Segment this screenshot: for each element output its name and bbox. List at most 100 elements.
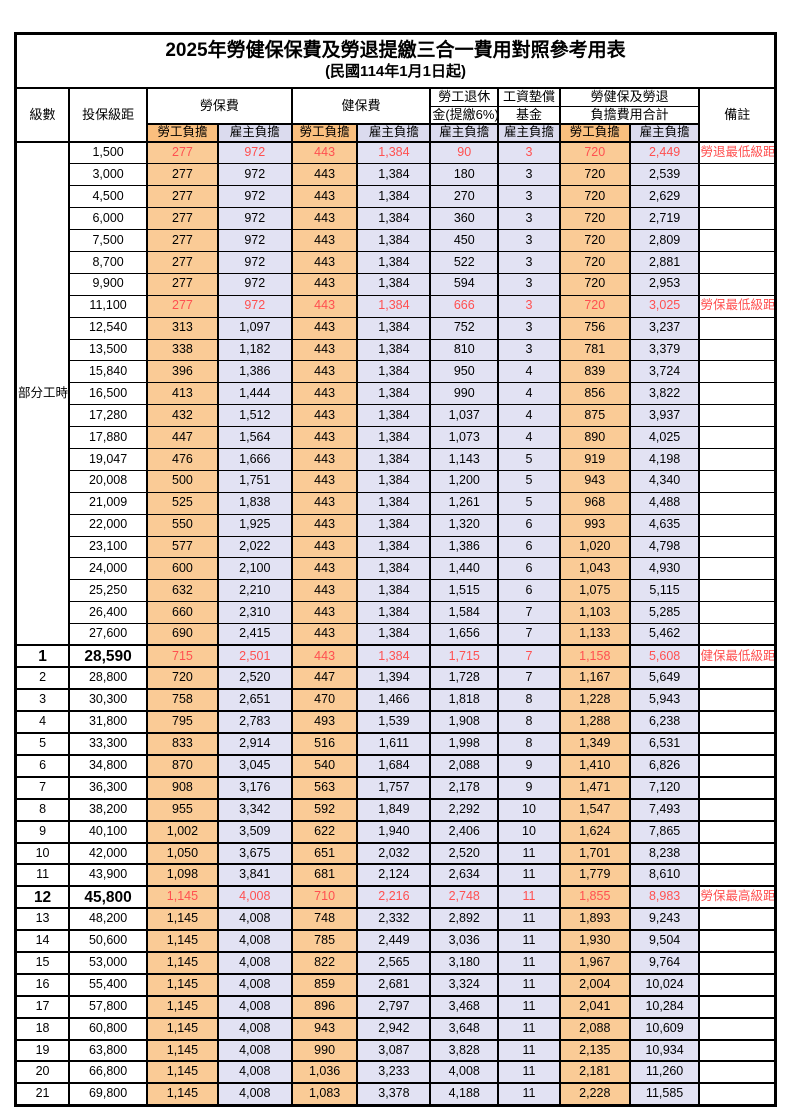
note-cell <box>698 1082 777 1107</box>
note-cell <box>698 753 777 778</box>
fee-cell-pension-employer: 990 <box>429 382 500 406</box>
fee-cell-total-employee: 781 <box>558 338 631 362</box>
note-cell <box>698 535 777 559</box>
fee-cell-total-employee: 1,020 <box>558 535 631 559</box>
fee-cell-wage-fund-employer: 4 <box>497 360 561 384</box>
fee-cell-total-employee: 1,779 <box>558 863 631 888</box>
fee-cell-labor-employer: 972 <box>216 185 293 209</box>
fee-cell-labor-employee: 277 <box>146 141 219 165</box>
level-cell: 8 <box>14 797 71 822</box>
note-cell <box>698 404 777 428</box>
insured-bracket-cell: 33,300 <box>68 732 149 756</box>
level-cell: 6 <box>14 753 71 778</box>
note-cell <box>698 491 777 515</box>
fee-cell-labor-employee: 795 <box>146 710 219 735</box>
fee-cell-wage-fund-employer: 3 <box>497 294 561 318</box>
fee-cell-labor-employer: 1,097 <box>216 316 293 340</box>
fee-cell-labor-employee: 313 <box>146 316 219 340</box>
fee-cell-wage-fund-employer: 6 <box>497 513 561 537</box>
fee-cell-total-employer: 6,238 <box>628 710 701 735</box>
fee-cell-pension-employer: 180 <box>429 163 500 187</box>
fee-cell-total-employee: 1,855 <box>558 885 631 910</box>
fee-cell-wage-fund-employer: 3 <box>497 316 561 340</box>
table-row: 5 33,300 833 2,914 516 1,611 1,998 8 1,349 6,531 <box>14 732 777 756</box>
fee-cell-pension-employer: 2,634 <box>429 863 500 888</box>
table-row: 19,047 476 1,666 443 1,384 1,143 5 919 4,198 <box>16 447 777 471</box>
fee-cell-total-employer: 8,610 <box>628 863 701 888</box>
fee-cell-total-employer: 4,198 <box>628 447 701 471</box>
fee-cell-total-employer: 7,493 <box>628 797 701 822</box>
fee-cell-total-employer: 8,983 <box>628 885 701 910</box>
fee-cell-labor-employer: 2,914 <box>216 732 293 756</box>
fee-cell-total-employer: 6,826 <box>628 753 701 778</box>
fee-cell-wage-fund-employer: 4 <box>497 404 561 428</box>
fee-cell-total-employee: 720 <box>558 272 631 296</box>
fee-cell-health-employee: 896 <box>290 994 359 1019</box>
table-row: 16 55,400 1,145 4,008 859 2,681 3,324 11 2,004 10… <box>14 972 777 997</box>
fee-cell-health-employer: 1,539 <box>356 710 432 735</box>
fee-cell-health-employee: 493 <box>290 710 359 735</box>
table-row: 13 48,200 1,145 4,008 748 2,332 2,892 11 1,893 9,… <box>14 907 777 932</box>
fee-cell-wage-fund-employer: 6 <box>497 557 561 581</box>
fee-cell-health-employer: 2,332 <box>356 907 432 932</box>
fee-cell-wage-fund-employer: 9 <box>497 753 561 778</box>
fee-cell-pension-employer: 2,292 <box>429 797 500 822</box>
fee-cell-wage-fund-employer: 11 <box>497 885 561 910</box>
fee-cell-labor-employee: 870 <box>146 753 219 778</box>
fee-cell-health-employer: 1,384 <box>356 141 432 165</box>
fee-cell-labor-employer: 4,008 <box>216 950 293 975</box>
fee-cell-wage-fund-employer: 8 <box>497 710 561 735</box>
fee-cell-total-employer: 2,881 <box>628 250 701 274</box>
fee-cell-labor-employee: 1,145 <box>146 885 219 910</box>
fee-cell-total-employer: 7,865 <box>628 819 701 844</box>
fee-cell-total-employee: 756 <box>558 316 631 340</box>
fee-cell-wage-fund-employer: 4 <box>497 382 561 406</box>
insured-bracket-cell: 21,009 <box>68 491 149 515</box>
table-row: 18 60,800 1,145 4,008 943 2,942 3,648 11 2,088 10… <box>14 1016 777 1041</box>
fee-cell-pension-employer: 3,036 <box>429 929 500 953</box>
level-cell: 5 <box>14 732 71 756</box>
fee-cell-total-employee: 2,088 <box>558 1016 631 1041</box>
fee-cell-health-employee: 470 <box>290 688 359 713</box>
note-cell <box>698 950 777 975</box>
fee-cell-total-employer: 9,764 <box>628 950 701 975</box>
fee-cell-labor-employer: 2,783 <box>216 710 293 735</box>
fee-cell-total-employee: 1,043 <box>558 557 631 581</box>
fee-cell-health-employee: 443 <box>290 272 359 296</box>
insured-bracket-cell: 50,600 <box>68 929 149 953</box>
fee-cell-health-employee: 447 <box>290 666 359 691</box>
fee-cell-pension-employer: 3,180 <box>429 950 500 975</box>
fee-cell-pension-employer: 2,892 <box>429 907 500 932</box>
note-cell <box>698 1038 777 1063</box>
fee-cell-labor-employer: 2,310 <box>216 601 293 625</box>
fee-cell-labor-employee: 1,145 <box>146 1016 219 1041</box>
fee-cell-labor-employee: 500 <box>146 469 219 493</box>
fee-cell-labor-employee: 277 <box>146 229 219 252</box>
fee-cell-pension-employer: 1,143 <box>429 447 500 471</box>
fee-cell-total-employer: 3,937 <box>628 404 701 428</box>
insured-bracket-cell: 34,800 <box>68 753 149 778</box>
fee-cell-total-employee: 1,930 <box>558 929 631 953</box>
note-cell <box>698 994 777 1019</box>
fee-cell-total-employer: 10,024 <box>628 972 701 997</box>
note-cell <box>698 250 777 274</box>
fee-cell-health-employee: 681 <box>290 863 359 888</box>
fee-cell-wage-fund-employer: 11 <box>497 1060 561 1085</box>
table-row: 10 42,000 1,050 3,675 651 2,032 2,520 11 1,701 8,… <box>14 841 777 866</box>
level-cell: 21 <box>14 1082 71 1107</box>
fee-cell-labor-employer: 4,008 <box>216 929 293 953</box>
insured-bracket-cell: 1,500 <box>68 141 149 165</box>
fee-cell-health-employer: 1,466 <box>356 688 432 713</box>
table-row: 2 28,800 720 2,520 447 1,394 1,728 7 1,167 5,649 <box>14 666 777 691</box>
fee-cell-pension-employer: 1,728 <box>429 666 500 691</box>
fee-cell-labor-employee: 338 <box>146 338 219 362</box>
note-cell <box>698 601 777 625</box>
insured-bracket-cell: 24,000 <box>68 557 149 581</box>
insured-bracket-cell: 38,200 <box>68 797 149 822</box>
fee-cell-total-employee: 1,701 <box>558 841 631 866</box>
fee-cell-total-employer: 10,609 <box>628 1016 701 1041</box>
table-row: 14 50,600 1,145 4,008 785 2,449 3,036 11 1,930 9,… <box>14 929 777 953</box>
table-row: 21,009 525 1,838 443 1,384 1,261 5 968 4,488 <box>16 491 777 515</box>
note-cell: 勞保最低級距 <box>698 294 777 318</box>
insured-bracket-cell: 45,800 <box>68 885 149 910</box>
